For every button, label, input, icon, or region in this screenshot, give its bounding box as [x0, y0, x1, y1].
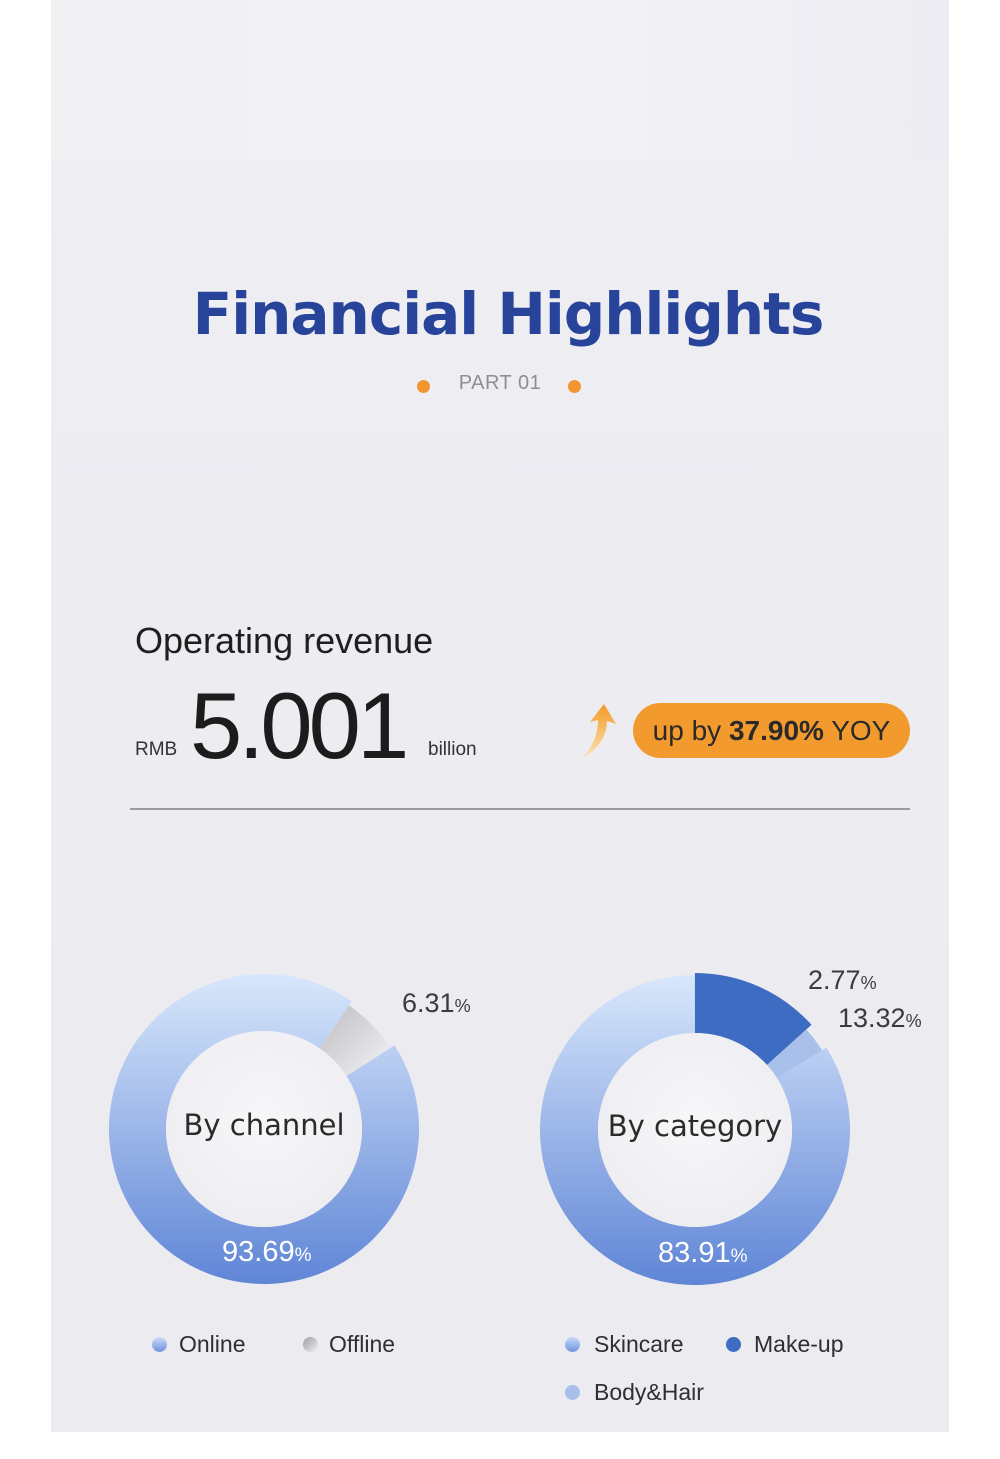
makeup-percent-unit: % [905, 1011, 922, 1031]
bodyhair-percent: 2.77% [808, 965, 877, 996]
bodyhair-percent-value: 2.77 [808, 965, 861, 995]
offline-percent-value: 6.31 [402, 988, 455, 1018]
offline-percent-unit: % [454, 996, 471, 1016]
category-donut-hole [598, 1033, 792, 1227]
offline-slice [319, 1005, 391, 1077]
skincare-percent: 83.91% [658, 1237, 747, 1270]
channel-donut-hole [166, 1031, 362, 1227]
divider [130, 808, 910, 810]
legend-bodyhair-dot [565, 1385, 580, 1400]
legend-offline: Offline [329, 1331, 396, 1357]
skincare-slice [540, 975, 850, 1285]
legend-online-dot [152, 1337, 167, 1352]
online-percent-unit: % [294, 1245, 312, 1266]
growth-value: 37.90% [728, 715, 824, 746]
offline-percent: 6.31% [402, 988, 471, 1019]
legend-bodyhair: Body&Hair [594, 1379, 704, 1405]
currency-label: RMB [135, 739, 178, 760]
legend-makeup: Make-up [754, 1331, 844, 1357]
legend-makeup-dot [726, 1337, 741, 1352]
growth-prefix: up by [652, 715, 729, 746]
makeup-slice [694, 973, 812, 1066]
revenue-label: Operating revenue [135, 620, 434, 661]
online-slice [108, 974, 420, 1284]
skincare-percent-unit: % [730, 1246, 748, 1267]
growth-badge: up by 37.90% YOY [633, 703, 910, 758]
growth-suffix: YOY [823, 715, 891, 746]
bodyhair-slice [767, 1029, 823, 1079]
online-percent-value: 93.69 [222, 1236, 295, 1268]
orange-dot-right [568, 380, 581, 393]
legend-skincare: Skincare [594, 1331, 684, 1357]
legend-online: Online [179, 1331, 246, 1357]
online-percent: 93.69% [222, 1236, 311, 1269]
page-title: Financial Highlights [192, 280, 825, 348]
skincare-percent-value: 83.91 [658, 1237, 731, 1269]
category-center-label: By category [607, 1109, 783, 1143]
part-label: PART 01 [458, 372, 542, 394]
arrow-up-icon [582, 704, 616, 758]
makeup-percent: 13.32% [838, 1003, 922, 1034]
top-band [51, 0, 949, 160]
makeup-percent-value: 13.32 [838, 1003, 906, 1033]
legend-offline-dot [303, 1337, 318, 1352]
category-donut-chart [540, 973, 850, 1285]
revenue-value: 5.001 [190, 673, 409, 778]
channel-donut-chart [108, 974, 420, 1284]
channel-center-label: By channel [183, 1108, 345, 1142]
unit-label: billion [428, 739, 477, 760]
bodyhair-percent-unit: % [860, 973, 877, 993]
legend-skincare-dot [565, 1337, 580, 1352]
orange-dot-left [417, 380, 430, 393]
